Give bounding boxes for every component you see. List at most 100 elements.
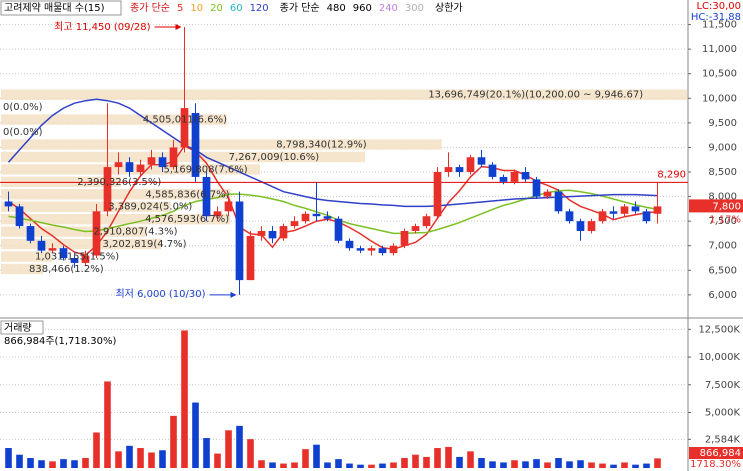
- candle-body: [147, 157, 156, 165]
- candle-body: [4, 201, 13, 207]
- volume-bar: [566, 461, 573, 468]
- y-tick-label: 7,500: [708, 216, 737, 227]
- legend-entry: 120: [250, 3, 269, 14]
- profile-label: 2,910,807(4.3%): [93, 227, 177, 238]
- candle-body: [499, 176, 508, 182]
- candle-body: [466, 157, 475, 173]
- volume-bar: [401, 458, 408, 468]
- candle-body: [422, 216, 431, 227]
- candle-body: [235, 201, 244, 281]
- volume-bar: [346, 463, 353, 468]
- profile-bar: [1, 263, 43, 275]
- volume-bar: [203, 438, 210, 468]
- volume-bar: [137, 448, 144, 468]
- profile-bar: [1, 238, 162, 250]
- ma-line: [7, 98, 658, 208]
- volume-bar: [577, 460, 584, 468]
- corner-label: HC:-31,88: [691, 12, 741, 23]
- volume-bar: [126, 445, 133, 468]
- candle-body: [411, 226, 420, 231]
- volume-bar: [71, 460, 78, 468]
- legend-entry: 5: [177, 3, 183, 14]
- volume-bar: [60, 459, 67, 468]
- profile-bar: [1, 139, 442, 150]
- candle-body: [213, 211, 222, 217]
- last-volume-box: [689, 447, 743, 459]
- volume-bar: [82, 458, 89, 468]
- candle-body: [433, 172, 442, 217]
- candle-body: [268, 230, 277, 239]
- volume-bar: [632, 464, 639, 468]
- volume-bar: [115, 451, 122, 468]
- volume-bar: [49, 461, 56, 468]
- y-tick-label: 8,000: [708, 192, 737, 203]
- y-tick-label: 2,584K: [705, 434, 741, 445]
- volume-bar: [610, 464, 617, 468]
- volume-bar: [456, 456, 463, 468]
- y-tick-label: 10,500: [702, 69, 737, 80]
- candle-body: [290, 221, 299, 227]
- profile-label: 5,169,808(7.6%): [164, 164, 248, 175]
- last-price-box: [689, 199, 743, 213]
- legend-group-label: 종가 단순: [130, 2, 170, 14]
- profile-label: 1,031,155(1.5%): [35, 252, 119, 263]
- candle-body: [521, 172, 530, 180]
- volume-subtitle: 866,984주(1,718.30%): [4, 336, 116, 347]
- annotation-arrowhead: [230, 291, 237, 298]
- candle-body: [532, 179, 541, 197]
- candle-body: [554, 191, 563, 212]
- profile-label: 4,576,593(6.7%): [145, 214, 229, 225]
- legend-group-label: 종가 단순: [280, 2, 320, 14]
- volume-change-label: 1718.30%: [690, 459, 741, 470]
- candle-body: [389, 245, 398, 254]
- candle-body: [191, 113, 200, 177]
- volume-bar: [423, 456, 430, 468]
- volume-bar: [445, 446, 452, 468]
- volume-bar: [467, 451, 474, 468]
- candle-body: [576, 221, 585, 231]
- profile-bar: [1, 189, 231, 200]
- legend-entry: 60: [230, 3, 243, 14]
- volume-bar: [159, 450, 166, 468]
- candle-body: [70, 258, 79, 263]
- candle-body: [279, 226, 288, 239]
- candle-body: [312, 213, 321, 217]
- candle-body: [477, 157, 486, 165]
- candle-body: [620, 206, 629, 214]
- volume-bar: [489, 461, 496, 468]
- volume-bar: [654, 458, 661, 468]
- volume-bar: [379, 463, 386, 468]
- volume-bar: [181, 330, 188, 468]
- candle-body: [323, 216, 332, 219]
- volume-bar: [335, 459, 342, 468]
- profile-label: 13,696,749(20.1%)(10,200.00 ~ 9,946.67): [428, 90, 643, 101]
- candle-body: [246, 235, 255, 281]
- volume-bar: [434, 448, 441, 468]
- volume-title: 거래량: [4, 322, 32, 334]
- candle-body: [114, 162, 123, 168]
- candle-body: [488, 164, 497, 177]
- volume-bar: [5, 448, 12, 468]
- y-tick-label: 6,000: [708, 290, 737, 301]
- profile-bar: [1, 114, 227, 125]
- y-tick-label: 10,000: [702, 93, 737, 104]
- volume-title-box: [0, 320, 44, 335]
- legend-entry: 960: [353, 3, 372, 14]
- volume-bar: [302, 449, 309, 468]
- profile-label: 838,466(1.2%): [29, 264, 104, 275]
- last-volume-label: 866,984: [700, 448, 741, 459]
- volume-bar: [368, 464, 375, 468]
- volume-bar: [225, 430, 232, 468]
- profile-label: 0(0.0%): [3, 102, 43, 113]
- candle-body: [631, 206, 640, 212]
- legend-entry: 상한가: [435, 2, 463, 14]
- candle-body: [136, 164, 145, 173]
- volume-bar: [313, 444, 320, 468]
- candle-body: [345, 240, 354, 249]
- y-tick-label: 10,000K: [698, 352, 740, 363]
- legend-entry: 240: [379, 3, 398, 14]
- candle-body: [26, 226, 35, 241]
- legend-entry: 480: [327, 3, 346, 14]
- volume-bar: [544, 462, 551, 468]
